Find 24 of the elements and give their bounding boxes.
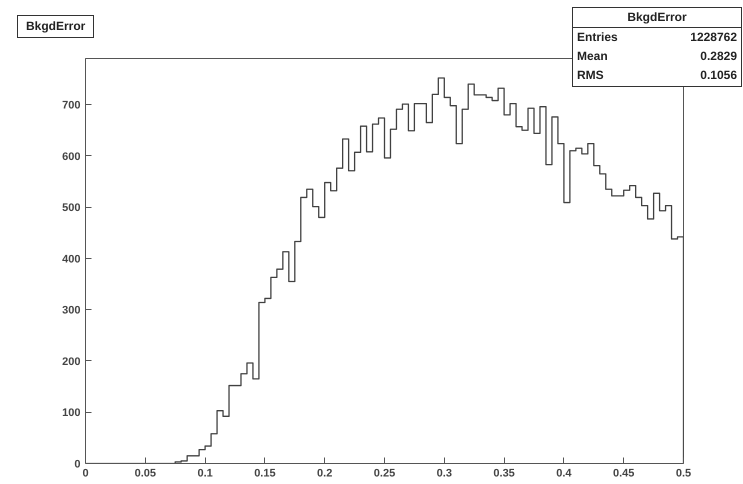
y-tick-label: 100 <box>62 407 81 420</box>
text: Entries 1228762 <box>577 30 737 44</box>
x-tick-label: 0.15 <box>254 468 276 480</box>
text: Mean 0.2829 <box>577 49 737 64</box>
x-tick-label: 0.3 <box>436 468 452 480</box>
y-tick-label: 200 <box>62 356 81 368</box>
x-tick-label: 0.25 <box>374 468 396 480</box>
y-tick-label: 500 <box>62 202 81 214</box>
y-tick-label: 400 <box>62 253 81 266</box>
x-tick-label: 0.45 <box>612 468 634 480</box>
chart-title: BkgdError <box>17 15 94 38</box>
text: BkgdError <box>572 8 742 28</box>
x-tick-label: 0.1 <box>197 468 213 480</box>
x-tick-label: 0.05 <box>134 468 156 480</box>
y-tick-label: 600 <box>62 150 81 163</box>
text: RMS 0.1056 <box>577 68 737 82</box>
x-tick-label: 0.4 <box>556 468 572 480</box>
y-tick-label: 300 <box>62 304 81 317</box>
x-tick-label: 0 <box>82 468 89 480</box>
x-tick-label: 0.5 <box>676 468 692 480</box>
y-tick-label: 0 <box>74 458 81 470</box>
y-tick-label: 700 <box>62 100 81 112</box>
x-tick-label: 0.35 <box>493 468 515 480</box>
x-tick-label: 0.2 <box>317 468 332 480</box>
